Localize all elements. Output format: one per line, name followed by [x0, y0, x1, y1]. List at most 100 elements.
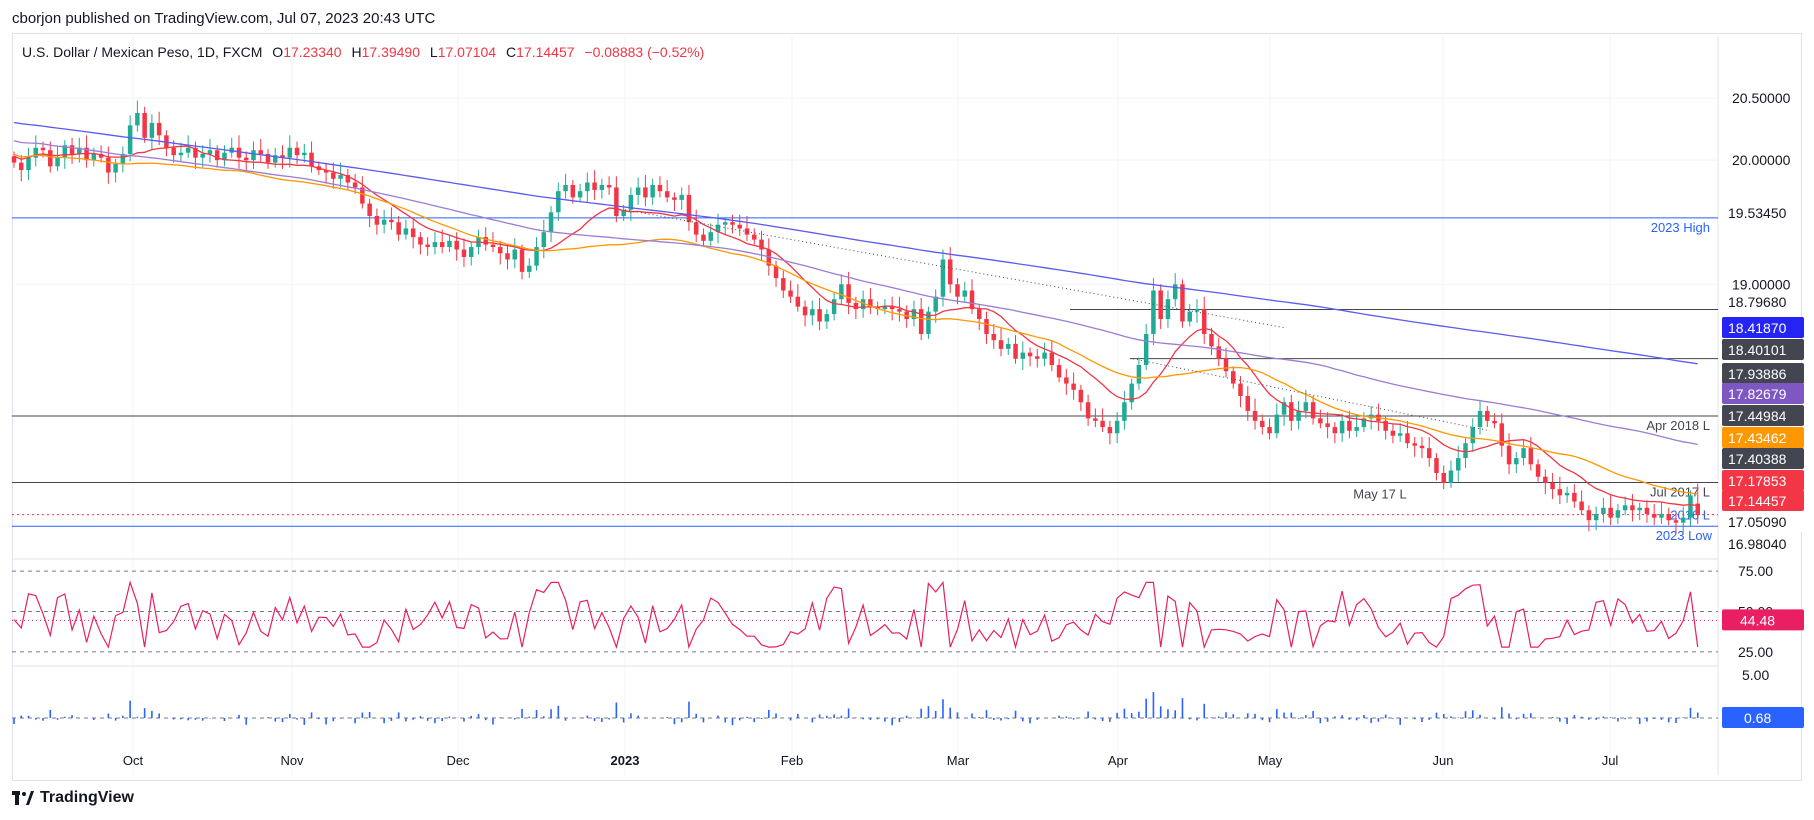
tradingview-footer[interactable]: TradingView: [12, 789, 134, 807]
candle-body: [1187, 311, 1192, 322]
candle-body: [1260, 420, 1265, 428]
price-tag: [1722, 339, 1804, 360]
candle-body: [91, 153, 97, 161]
price-tag-value: 17.14457: [1728, 493, 1787, 509]
candle-body: [918, 309, 924, 334]
candle-body: [69, 145, 75, 154]
candle-body: [389, 219, 394, 223]
candle-body: [897, 309, 902, 312]
candle-body: [853, 302, 859, 310]
candle-body: [1615, 510, 1621, 518]
candle-body: [410, 228, 416, 238]
candle-body: [1289, 402, 1294, 421]
candle-body: [708, 232, 713, 241]
candle-body: [214, 150, 220, 161]
candle-body: [1078, 389, 1084, 403]
tradingview-logo-icon: [12, 791, 34, 805]
x-tick-label: 2023: [611, 753, 640, 768]
price-tag: [1722, 383, 1804, 404]
candle-body: [1448, 470, 1454, 483]
candle-body: [1085, 402, 1091, 419]
price-tag-value: 17.40388: [1728, 451, 1787, 467]
candle-body: [258, 150, 264, 154]
price-tag-value: 19.53450: [1728, 205, 1787, 221]
candle-body: [1455, 458, 1461, 471]
candle-body: [1470, 427, 1476, 444]
price-tag-value: 18.79680: [1728, 294, 1787, 310]
candle-body: [461, 249, 467, 257]
candle-body: [679, 194, 684, 200]
candle-body: [396, 222, 401, 235]
candle-body: [1543, 476, 1548, 483]
candle-body: [1042, 352, 1047, 359]
candle-body: [1303, 402, 1309, 411]
candle-body: [164, 135, 169, 148]
candle-body: [135, 112, 140, 126]
candle-body: [432, 242, 438, 248]
candle-body: [106, 157, 111, 173]
candle-body: [1223, 358, 1229, 372]
candle-body: [926, 311, 931, 334]
price-tag: [1722, 427, 1804, 448]
candle-body: [200, 153, 205, 158]
candle-body: [98, 153, 104, 158]
candle-body: [193, 147, 198, 158]
candle-body: [1027, 352, 1033, 357]
candle-body: [672, 197, 677, 200]
price-tag-value: 18.41870: [1728, 320, 1787, 336]
candle-body: [243, 157, 249, 161]
candle-body: [962, 290, 967, 297]
candle-body: [592, 182, 597, 190]
candle-body: [40, 147, 46, 151]
candle-body: [1593, 513, 1599, 521]
candle-body: [1412, 443, 1417, 446]
moving-average-line: [13, 121, 1698, 365]
candle-body: [1405, 433, 1410, 444]
candle-body: [599, 184, 605, 190]
candle-body: [1361, 418, 1367, 428]
x-tick-label: Jul: [1602, 753, 1619, 768]
candle-body: [1100, 420, 1105, 428]
candle-body: [781, 278, 786, 291]
candle-body: [1093, 418, 1098, 421]
candle-body: [1071, 383, 1076, 390]
x-tick-label: Apr: [1108, 753, 1129, 768]
trendline: [1132, 358, 1491, 432]
candle-body: [1216, 346, 1221, 359]
candle-body: [773, 265, 779, 279]
x-tick-label: May: [1258, 753, 1283, 768]
candle-body: [236, 147, 242, 158]
candle-body: [338, 175, 343, 179]
moving-average-line: [13, 140, 1698, 446]
candle-body: [585, 182, 590, 192]
candle-body: [185, 147, 191, 153]
candle-body: [1680, 517, 1686, 523]
candle-body: [273, 155, 278, 163]
candle-body: [265, 153, 271, 163]
candle-body: [643, 187, 648, 198]
x-tick-label: Jun: [1433, 753, 1454, 768]
candle-body: [62, 145, 68, 158]
candle-body: [1056, 364, 1062, 378]
candle-body: [839, 284, 844, 300]
candle-body: [418, 237, 423, 245]
low-value: 17.07104: [437, 44, 497, 60]
rsi-tick-label: 75.00: [1738, 563, 1773, 579]
x-tick-label: Mar: [947, 753, 970, 768]
candle-body: [1318, 418, 1323, 424]
candle-body: [1347, 420, 1352, 431]
change-value: −0.08883 (−0.52%): [584, 44, 705, 60]
candle-body: [759, 239, 764, 250]
candle-body: [1339, 420, 1345, 434]
candle-body: [556, 191, 561, 213]
candle-body: [178, 152, 184, 156]
y-tick-label: 20.50000: [1732, 90, 1791, 106]
candle-body: [1049, 352, 1055, 365]
candle-body: [1122, 402, 1127, 421]
candle-body: [1064, 377, 1069, 384]
candle-body: [1390, 430, 1396, 436]
candle-body: [505, 253, 510, 260]
candle-body: [1107, 427, 1113, 434]
candle-body: [149, 122, 155, 138]
